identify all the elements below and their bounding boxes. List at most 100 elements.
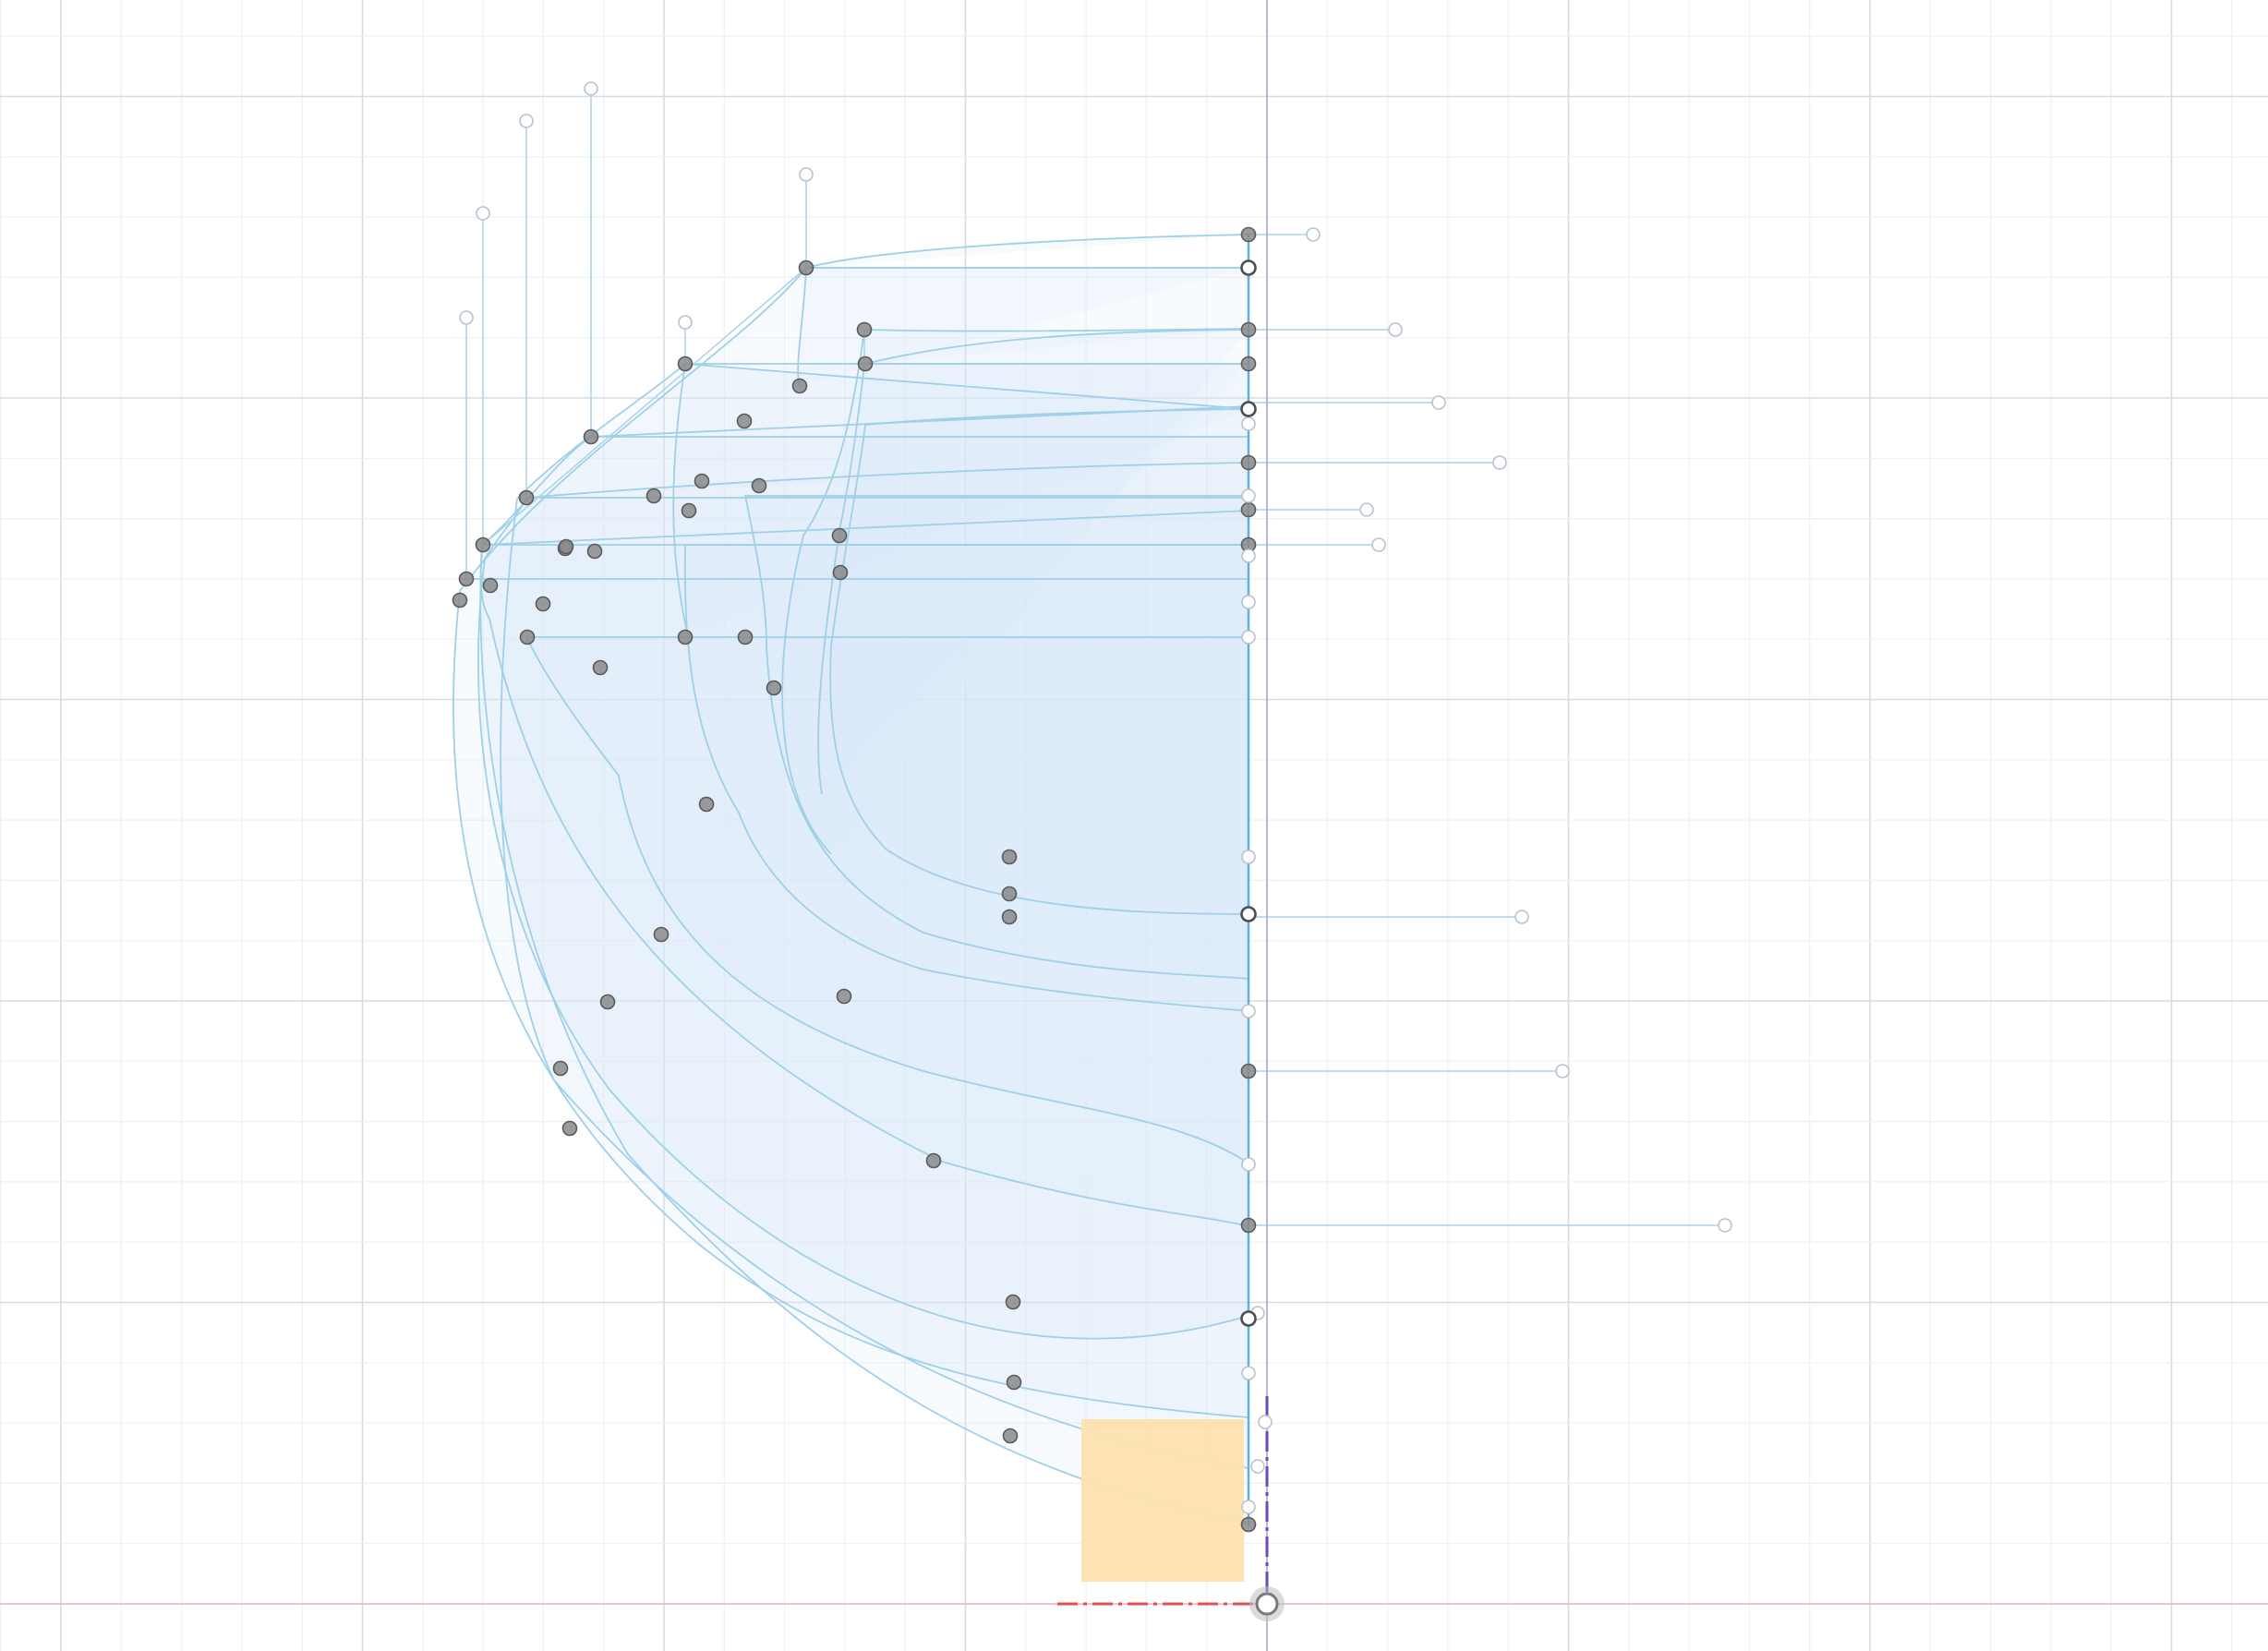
control-point-icon[interactable] [737,629,754,645]
spline-curve[interactable] [452,267,1249,1418]
control-point-open-icon[interactable] [1250,1459,1265,1474]
control-point-icon[interactable] [832,564,849,581]
control-point-icon[interactable] [798,259,814,276]
origin-point-icon[interactable] [1249,1586,1285,1621]
spline-curve[interactable] [477,497,1249,1340]
spline-curve[interactable] [805,234,1249,269]
handle-endpoint-icon[interactable] [1359,502,1374,517]
handle-endpoint-icon[interactable] [459,310,474,325]
control-point-icon[interactable] [836,988,852,1005]
control-point-open-icon[interactable] [1241,416,1256,431]
spline-curves[interactable] [452,233,1250,1525]
control-point-icon[interactable] [592,659,609,676]
spline-curve[interactable] [525,636,1249,1164]
handle-endpoint-icon[interactable] [584,81,598,96]
control-point-icon[interactable] [1005,1294,1021,1310]
spline-curve[interactable] [525,462,1249,499]
control-point-icon[interactable] [856,321,873,338]
control-points[interactable] [452,226,1273,1533]
control-point-icon[interactable] [1002,1428,1019,1444]
spline-curve[interactable] [743,495,1249,980]
control-point-icon[interactable] [1240,1217,1257,1234]
control-point-icon[interactable] [561,1120,578,1137]
selected-point-icon[interactable] [1240,1310,1257,1327]
control-point-open-icon[interactable] [1241,488,1256,503]
control-point-icon[interactable] [1240,321,1257,338]
control-point-icon[interactable] [857,356,874,372]
control-point-open-icon[interactable] [1241,1366,1256,1380]
control-point-open-icon[interactable] [1258,1415,1273,1429]
control-point-icon[interactable] [586,543,603,560]
spline-curve[interactable] [781,328,1249,855]
control-point-icon[interactable] [831,527,848,544]
control-point-icon[interactable] [751,477,767,494]
origin-ring[interactable] [1255,1592,1279,1616]
spline-curve[interactable] [683,544,1249,1012]
control-point-icon[interactable] [1240,1516,1257,1533]
tangent-handle-line[interactable] [482,267,807,546]
control-point-icon[interactable] [1001,909,1018,925]
handle-endpoint-icon[interactable] [678,315,693,330]
handle-endpoint-icon[interactable] [1492,455,1507,470]
handle-endpoint-icon[interactable] [1718,1218,1732,1233]
handle-endpoint-icon[interactable] [799,167,814,182]
control-point-icon[interactable] [1240,454,1257,471]
control-point-open-icon[interactable] [1241,548,1256,563]
selected-point-icon[interactable] [1240,401,1257,417]
control-point-icon[interactable] [452,592,468,609]
handle-endpoint-icon[interactable] [1306,227,1321,242]
handle-endpoint-icon[interactable] [519,114,534,128]
control-point-icon[interactable] [1240,501,1257,518]
control-point-icon[interactable] [583,428,599,445]
control-point-icon[interactable] [1240,226,1257,243]
control-point-open-icon[interactable] [1241,595,1256,609]
handle-endpoint-icon[interactable] [1371,537,1386,552]
control-point-icon[interactable] [482,577,499,594]
handle-endpoint-icon[interactable] [1388,322,1403,337]
control-point-icon[interactable] [791,378,808,394]
control-point-icon[interactable] [1006,1374,1022,1391]
tangent-handles[interactable] [459,81,1732,1233]
control-point-icon[interactable] [558,538,574,555]
control-point-icon[interactable] [1240,356,1257,372]
control-point-icon[interactable] [645,488,662,504]
control-point-icon[interactable] [475,536,491,553]
control-point-icon[interactable] [677,629,694,645]
control-point-icon[interactable] [677,356,694,372]
spline-curve[interactable] [479,436,1249,1524]
control-point-icon[interactable] [552,1060,569,1077]
handle-endpoint-icon[interactable] [1555,1064,1570,1079]
control-point-open-icon[interactable] [1241,1004,1256,1018]
spline-curve[interactable] [481,510,1249,546]
control-point-icon[interactable] [535,596,551,612]
control-point-icon[interactable] [1001,849,1018,865]
spline-curve[interactable] [500,363,1249,1469]
control-point-icon[interactable] [1240,1063,1257,1079]
control-point-icon[interactable] [736,413,753,429]
control-point-icon[interactable] [653,926,670,943]
selected-point-icon[interactable] [1240,259,1257,276]
control-point-open-icon[interactable] [1241,1157,1256,1172]
selected-point-icon[interactable] [1240,906,1257,922]
handle-endpoint-icon[interactable] [1431,395,1446,410]
control-point-icon[interactable] [925,1152,942,1169]
control-point-icon[interactable] [458,571,475,587]
control-point-open-icon[interactable] [1241,1500,1256,1514]
spline-curve[interactable] [864,329,1249,365]
control-point-icon[interactable] [694,473,710,489]
control-point-icon[interactable] [519,629,536,645]
control-point-icon[interactable] [681,502,697,519]
handle-endpoint-icon[interactable] [476,206,490,221]
spline-curve[interactable] [672,363,1249,638]
control-point-icon[interactable] [766,680,782,696]
control-point-icon[interactable] [599,994,616,1010]
spline-curve[interactable] [479,544,1249,1227]
control-point-icon[interactable] [518,489,535,506]
control-point-icon[interactable] [1001,886,1018,902]
handle-endpoint-icon[interactable] [1514,910,1529,924]
control-point-open-icon[interactable] [1241,850,1256,864]
control-point-open-icon[interactable] [1241,630,1256,645]
control-point-icon[interactable] [698,796,715,813]
